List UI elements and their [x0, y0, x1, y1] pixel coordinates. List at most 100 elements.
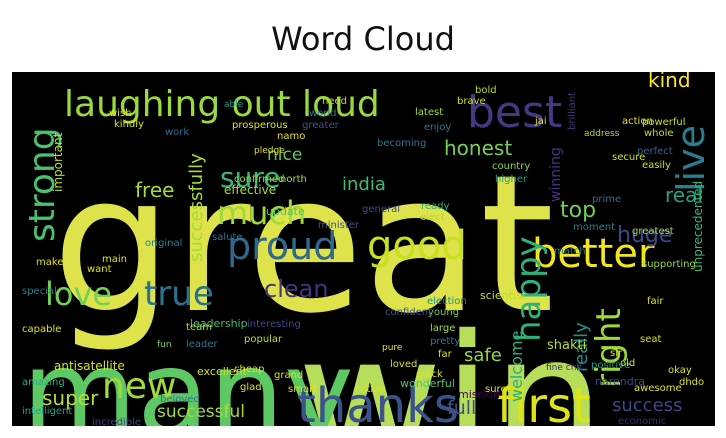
word-top: top: [560, 198, 596, 223]
word-mission: mission: [458, 388, 500, 401]
word-shakti: shakti: [547, 338, 586, 353]
word-great: great: [52, 134, 554, 355]
word-team: team: [186, 322, 212, 333]
word-prosperous: prosperous: [232, 120, 288, 131]
word-smart: smart: [288, 384, 317, 395]
word-successfully: successfully: [186, 153, 207, 262]
word-seat: seat: [640, 334, 661, 345]
word-general: general: [362, 204, 400, 215]
word-original: original: [145, 238, 182, 249]
word-main: main: [102, 254, 127, 265]
word-clean: clean: [264, 275, 329, 303]
word-surely: surely: [485, 384, 515, 395]
word-live: live: [669, 125, 713, 192]
word-love: love: [45, 275, 112, 313]
word-moment: moment: [573, 222, 615, 233]
word-free: free: [135, 178, 174, 202]
word-old: old: [620, 358, 635, 369]
word-minister: minister: [318, 220, 360, 231]
word-greatest: greatest: [632, 226, 674, 237]
word-welcome: welcome: [507, 331, 526, 402]
word-easily: easily: [642, 160, 671, 171]
word-whole: whole: [644, 128, 674, 139]
word-north: north: [280, 174, 307, 185]
word-confident: confident: [385, 307, 432, 318]
word-incredible: incredible: [92, 417, 141, 426]
word-quick: quick: [416, 369, 443, 380]
word-beloved: beloved: [160, 394, 200, 405]
word-match: match: [554, 246, 586, 257]
word-much: much: [217, 194, 306, 232]
word-full: full: [447, 397, 476, 419]
word-special: special: [22, 286, 57, 297]
word-interesting: interesting: [247, 319, 301, 330]
word-capable: capable: [22, 324, 61, 335]
word-happy: happy: [509, 236, 549, 342]
word-many: many: [22, 324, 354, 426]
word-new: new: [102, 366, 176, 407]
word-economic: economic: [618, 416, 666, 426]
word-world: world: [309, 108, 337, 119]
word-successful: successful: [157, 402, 245, 422]
word-ready: ready: [421, 201, 450, 212]
word-real: real: [665, 183, 703, 207]
word-fair: fair: [647, 296, 664, 307]
word-sir: sir: [610, 348, 623, 359]
word-laughing-out-loud: laughing out loud: [64, 84, 380, 125]
word-dhdo: dhdo: [679, 377, 704, 388]
word-grand: grand: [274, 370, 303, 381]
word-becoming: becoming: [377, 138, 426, 149]
word-want: want: [87, 264, 112, 275]
word-glad: glad: [240, 382, 262, 393]
word-super: super: [42, 386, 99, 410]
word-jai: jai: [534, 116, 547, 127]
word-confirmed: confirmed: [234, 174, 284, 185]
word-enjoy: enjoy: [424, 122, 451, 133]
word-perfect: perfect: [637, 146, 673, 157]
word-secure: secure: [612, 152, 645, 163]
word-india: india: [342, 174, 386, 195]
word-winning: winning: [548, 147, 564, 202]
word-intelligent: intelligent: [22, 406, 72, 417]
word-right: right: [589, 308, 629, 388]
word-far: far: [438, 349, 453, 360]
word-popular: popular: [244, 334, 283, 345]
word-safe: safe: [464, 345, 502, 366]
word-leader: leader: [186, 339, 219, 350]
word-sure: sure: [220, 161, 280, 194]
word-true: true: [144, 274, 214, 314]
word-salute: salute: [212, 232, 243, 243]
word-antisatellite: antisatellite: [54, 359, 125, 373]
word-cheap: cheap: [234, 364, 264, 375]
word-able: able: [224, 100, 244, 110]
word-address: address: [584, 129, 620, 139]
word-success: success: [612, 395, 682, 416]
word-first: first: [497, 378, 591, 426]
word-pure: pure: [382, 343, 403, 353]
word-pledge: pledge: [254, 146, 285, 156]
word-wonderful: wonderful: [400, 377, 455, 390]
word-namo: namo: [277, 131, 305, 142]
word-nation: nation: [354, 384, 386, 395]
word-unprecedented: unprecedented: [691, 181, 705, 272]
word-elect: elect: [420, 212, 445, 223]
word-cloud-canvas: great win many thanks first laughing out loud…: [12, 72, 715, 426]
word-proud: proud: [227, 224, 337, 268]
word-kindly: kindly: [114, 119, 144, 130]
word-leadership: leadership: [190, 317, 248, 330]
word-win: win: [297, 297, 605, 426]
word-large: large: [430, 323, 455, 334]
word-okay: okay: [668, 365, 692, 376]
word-make: make: [36, 257, 63, 268]
word-huge: huge: [617, 223, 672, 248]
word-amazing: amazing: [22, 377, 65, 388]
chart-title: Word Cloud: [271, 20, 455, 58]
word-higher: higher: [495, 174, 528, 185]
word-latest: latest: [415, 107, 443, 118]
word-greater: greater: [302, 120, 340, 131]
word-positive: positive: [591, 360, 630, 371]
word-election: election: [427, 296, 467, 307]
word-narendra: narendra: [595, 375, 645, 388]
